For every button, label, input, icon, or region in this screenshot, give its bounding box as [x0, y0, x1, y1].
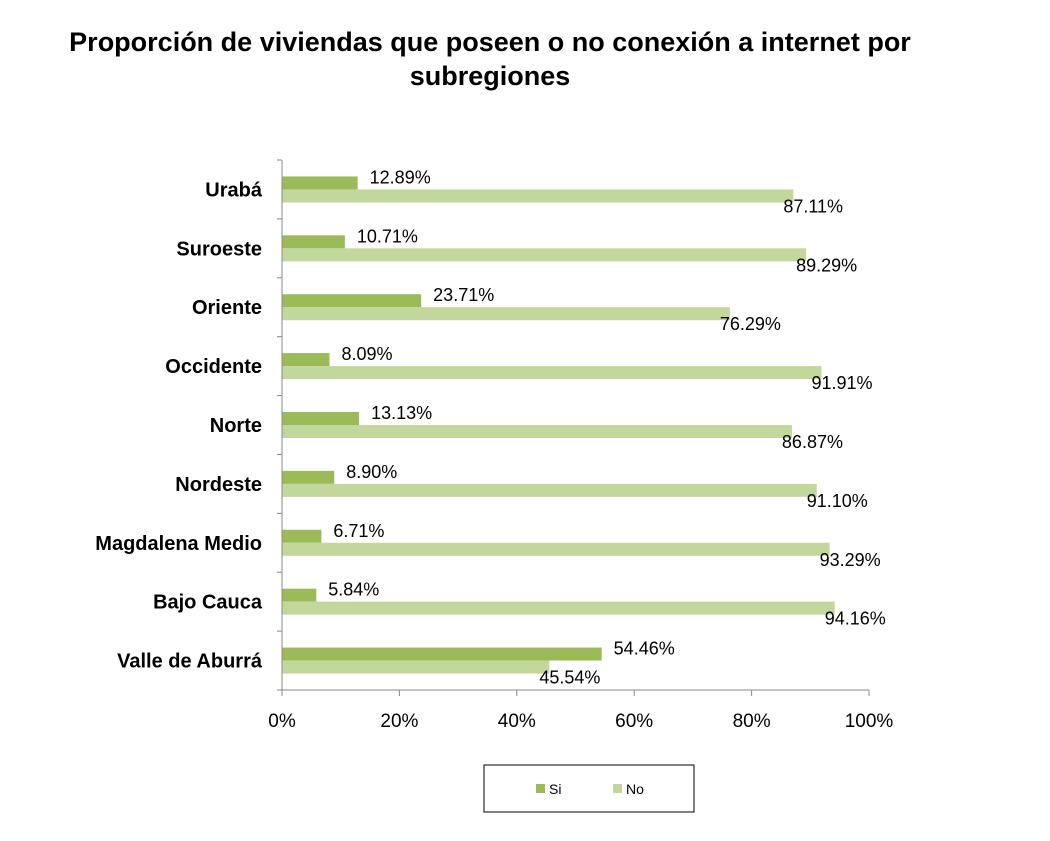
- x-tick-label-2: 20%: [380, 711, 418, 732]
- data-label-no-7: 93.29%: [820, 550, 881, 570]
- category-label-8: Bajo Cauca: [153, 592, 263, 614]
- data-label-no-4: 91.91%: [812, 373, 873, 393]
- bar-no-9: [282, 660, 550, 674]
- data-label-si-9: 54.46%: [614, 639, 675, 659]
- data-label-no-9: 45.54%: [539, 668, 600, 688]
- data-label-no-5: 86.87%: [782, 432, 843, 452]
- bar-no-5: [282, 425, 792, 438]
- bar-si-9: [282, 647, 602, 661]
- bar-no-4: [282, 366, 822, 380]
- bar-si-3: [282, 294, 422, 308]
- data-label-si-1: 12.89%: [370, 167, 431, 187]
- bar-si-4: [282, 353, 330, 367]
- bar-si-1: [282, 176, 358, 190]
- data-label-si-6: 8.90%: [346, 462, 397, 482]
- legend-box: [483, 764, 695, 813]
- axes-group: 0% 20% 40% 60% 80% 100%: [268, 159, 894, 732]
- bar-si-2: [282, 235, 345, 249]
- bar-si-6: [282, 470, 335, 484]
- bar-no-1: [282, 189, 794, 203]
- data-label-no-2: 89.29%: [796, 255, 857, 275]
- data-label-si-4: 8.09%: [341, 344, 392, 364]
- category-label-6: Nordeste: [175, 474, 262, 496]
- data-label-no-8: 94.16%: [825, 609, 886, 629]
- category-label-2: Suroeste: [176, 238, 262, 260]
- bar-si-5: [282, 412, 360, 425]
- bar-no-7: [282, 542, 830, 556]
- x-tick-label-5: 80%: [733, 711, 771, 732]
- category-label-3: Oriente: [192, 297, 262, 319]
- x-tick-label-3: 40%: [498, 711, 536, 732]
- bar-si-7: [282, 529, 322, 543]
- x-tick-label-4: 60%: [615, 711, 653, 732]
- legend-swatch-no: [613, 784, 622, 793]
- data-label-no-6: 91.10%: [807, 491, 868, 511]
- chart-title: Proporción de viviendas que poseen o no …: [69, 27, 911, 91]
- category-label-7: Magdalena Medio: [95, 533, 262, 555]
- x-tick-label-1: 0%: [268, 711, 296, 732]
- data-label-no-1: 87.11%: [783, 196, 843, 216]
- category-label-4: Occidente: [165, 356, 262, 378]
- x-tick-label-6: 100%: [845, 711, 894, 732]
- data-label-si-3: 23.71%: [433, 285, 494, 305]
- bar-no-3: [282, 307, 730, 321]
- data-label-si-8: 5.84%: [328, 580, 379, 600]
- bar-si-8: [282, 588, 317, 602]
- legend-swatch-si: [536, 784, 545, 793]
- category-label-9: Valle de Aburrá: [117, 651, 263, 673]
- data-label-no-3: 76.29%: [720, 314, 781, 334]
- bar-no-8: [282, 601, 835, 615]
- labels-group: 12.89% 87.11% Urabá 10.71% 89.29% Suroeste 23.…: [95, 167, 885, 687]
- category-label-5: Norte: [210, 415, 262, 437]
- legend: Si No: [483, 764, 695, 813]
- data-label-si-7: 6.71%: [333, 521, 384, 541]
- bar-no-2: [282, 248, 807, 262]
- category-label-1: Urabá: [205, 179, 263, 201]
- legend-label-si: Si: [549, 781, 561, 797]
- data-label-si-2: 10.71%: [357, 226, 418, 246]
- legend-label-no: No: [626, 781, 644, 797]
- bars-group: [282, 176, 835, 674]
- data-label-si-5: 13.13%: [371, 403, 432, 423]
- bar-no-6: [282, 483, 817, 497]
